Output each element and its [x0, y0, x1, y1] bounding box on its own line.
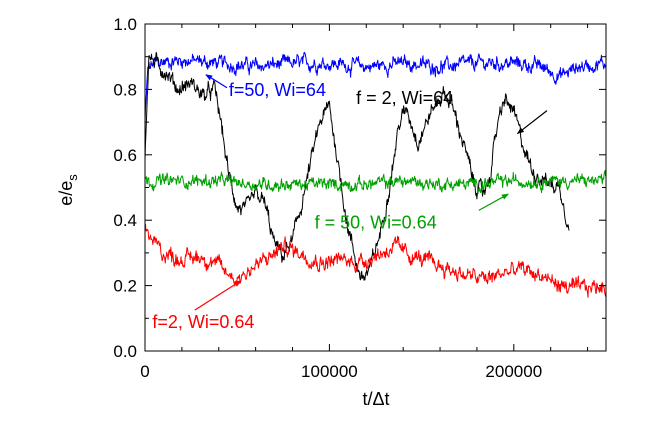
y-tick-label: 0.8 — [113, 80, 137, 99]
series-line-f-2-wi-64 — [144, 52, 570, 281]
annotation-label: f=2, Wi=0.64 — [152, 312, 254, 332]
axes-layer: 0.0 0.2 0.4 0.6 0.8 1.0 0 100000 200000 — [113, 15, 606, 381]
annotation-label: f=50, Wi=64 — [229, 80, 326, 100]
annotation-label: f = 2, Wi=64 — [356, 88, 453, 108]
y-tick-label: 0.2 — [113, 277, 137, 296]
y-tick-label: 0.6 — [113, 146, 137, 165]
series-layer — [144, 51, 607, 298]
annotation-f-50-wi-64: f=50, Wi=64 — [205, 74, 326, 100]
y-axis-title: e/es — [56, 174, 80, 206]
series-line-f-50-wi-64 — [144, 51, 607, 123]
annotation-f-2-wi-0-64: f=2, Wi=0.64 — [152, 280, 254, 332]
y-tick-label: 0.4 — [113, 211, 137, 230]
y-axis-title-main: e/e — [56, 181, 76, 206]
x-tick-label: 200000 — [485, 362, 542, 381]
annotation-arrow — [478, 193, 509, 211]
annotation-arrow — [516, 110, 548, 135]
series-line-f-50-wi-0-64 — [144, 169, 607, 194]
series-line-f-2-wi-0-64 — [144, 223, 607, 298]
annotation-label: f = 50, Wi=0.64 — [315, 212, 437, 232]
x-tick-label: 0 — [140, 362, 149, 381]
annotation-arrow — [205, 74, 228, 89]
x-axis-title: t/Δt — [362, 389, 389, 409]
annotation-arrow — [194, 280, 242, 311]
y-axis-title-subscript: s — [65, 174, 80, 181]
annotation-layer: f=50, Wi=64 f = 2, Wi=64 f = 50, Wi=0.64 f=… — [152, 74, 548, 332]
annotation-f-2-wi-64: f = 2, Wi=64 — [356, 88, 548, 135]
y-tick-label: 1.0 — [113, 15, 137, 34]
x-tick-label: 100000 — [301, 362, 358, 381]
annotation-f-50-wi-0-64: f = 50, Wi=0.64 — [315, 193, 509, 232]
y-tick-label: 0.0 — [113, 342, 137, 361]
